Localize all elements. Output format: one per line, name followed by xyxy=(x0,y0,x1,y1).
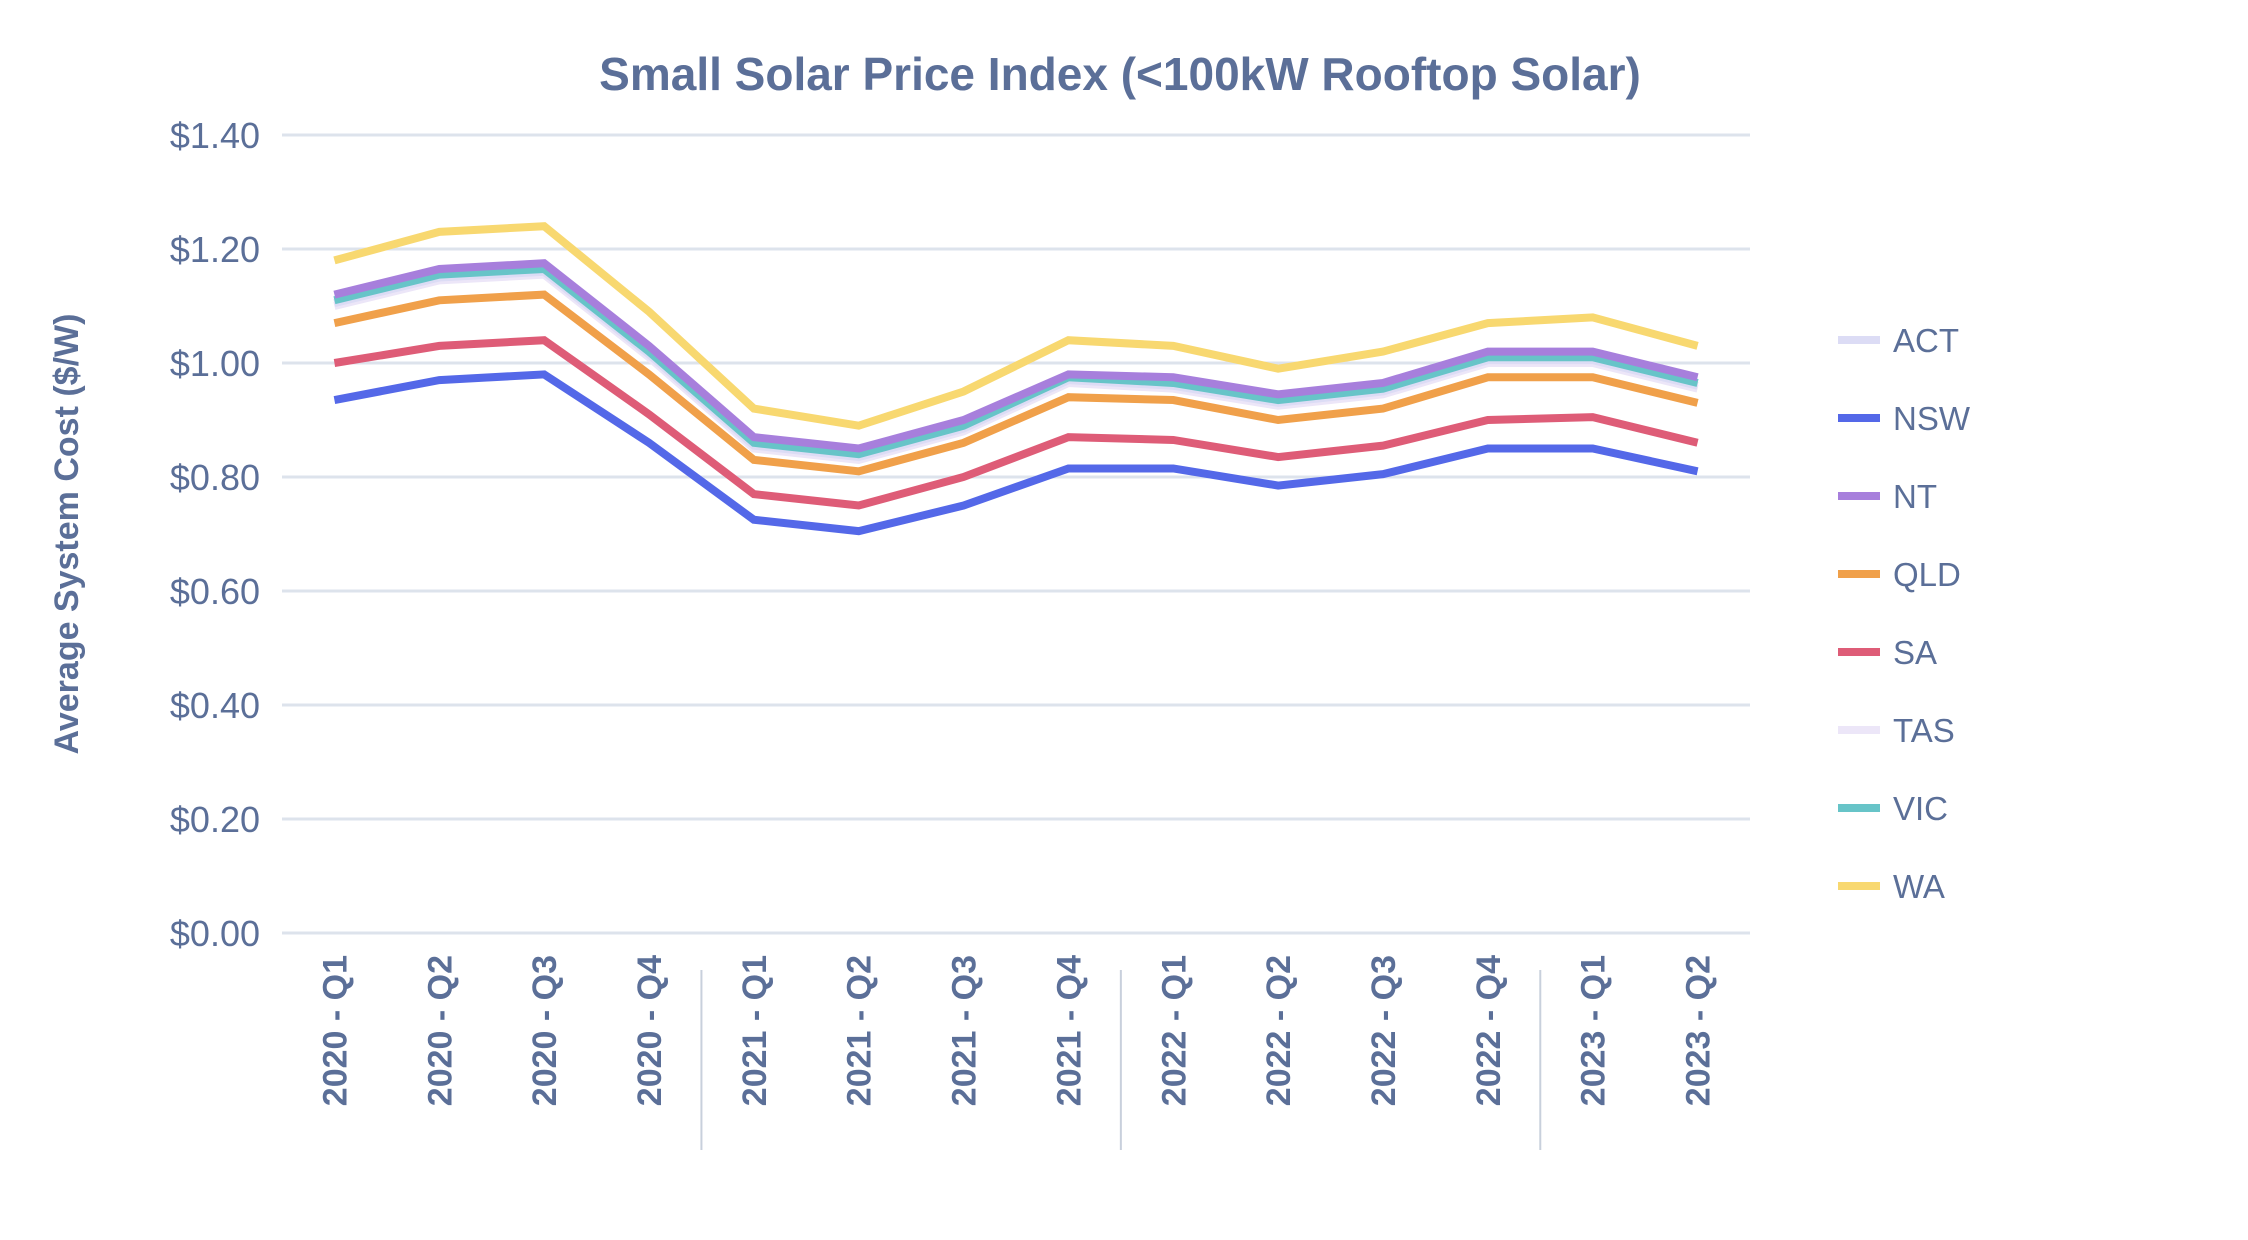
legend-label-vic: VIC xyxy=(1893,790,1948,827)
y-tick-label: $0.80 xyxy=(170,457,260,498)
x-tick-label: 2021 - Q3 xyxy=(946,955,984,1106)
y-axis-title: Average System Cost ($/W) xyxy=(48,314,86,755)
y-tick-label: $1.00 xyxy=(170,343,260,384)
legend-label-wa: WA xyxy=(1893,868,1945,905)
chart-title: Small Solar Price Index (<100kW Rooftop … xyxy=(599,48,1641,100)
series-line-sa xyxy=(333,336,1699,510)
y-tick-label: $0.60 xyxy=(170,571,260,612)
x-tick-label: 2021 - Q4 xyxy=(1050,955,1088,1106)
x-tick-label: 2023 - Q1 xyxy=(1575,955,1613,1106)
legend-label-tas: TAS xyxy=(1893,712,1955,749)
series-line-nsw xyxy=(333,370,1699,536)
x-tick-label: 2023 - Q2 xyxy=(1680,955,1718,1106)
x-tick-label: 2021 - Q1 xyxy=(736,955,774,1106)
x-tick-label: 2020 - Q2 xyxy=(421,955,459,1106)
series-line-nt xyxy=(333,259,1699,453)
legend-label-sa: SA xyxy=(1893,634,1937,671)
legend-label-nsw: NSW xyxy=(1893,400,1971,437)
legend-label-qld: QLD xyxy=(1893,556,1961,593)
series-line-qld xyxy=(333,290,1699,476)
x-tick-label: 2022 - Q2 xyxy=(1260,955,1298,1106)
legend-label-act: ACT xyxy=(1893,322,1959,359)
x-tick-label: 2022 - Q1 xyxy=(1155,955,1193,1106)
legend-label-nt: NT xyxy=(1893,478,1937,515)
x-tick-label: 2021 - Q2 xyxy=(841,955,879,1106)
x-tick-label: 2022 - Q4 xyxy=(1470,955,1508,1106)
y-tick-label: $1.20 xyxy=(170,229,260,270)
y-tick-label: $0.20 xyxy=(170,799,260,840)
x-tick-label: 2020 - Q4 xyxy=(631,955,669,1106)
x-tick-label: 2022 - Q3 xyxy=(1365,955,1403,1106)
x-tick-label: 2020 - Q1 xyxy=(316,955,354,1106)
x-tick-label: 2020 - Q3 xyxy=(526,955,564,1106)
y-tick-label: $1.40 xyxy=(170,115,260,156)
y-tick-label: $0.00 xyxy=(170,913,260,954)
y-tick-label: $0.40 xyxy=(170,685,260,726)
series-line-wa xyxy=(333,222,1699,430)
